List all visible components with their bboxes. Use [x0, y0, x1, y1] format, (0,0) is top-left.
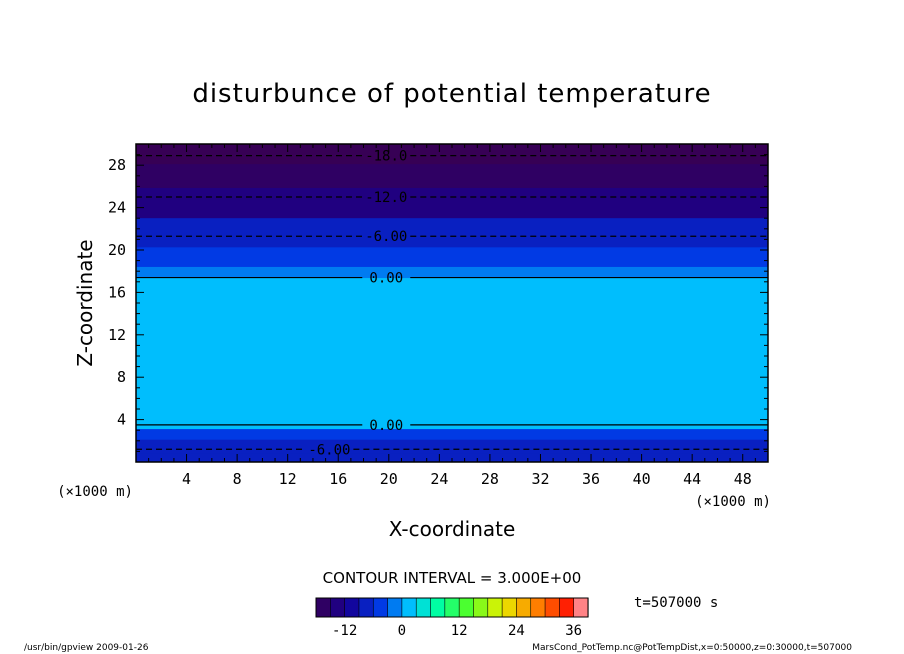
colorbar-segment	[430, 597, 446, 618]
x-axis-label: X-coordinate	[389, 517, 516, 541]
y-tick-label: 28	[108, 156, 126, 174]
y-tick-label: 8	[117, 368, 126, 386]
x-tick-label: 4	[182, 470, 191, 488]
x-tick-label: 8	[233, 470, 242, 488]
colorbar-segment	[387, 597, 403, 618]
contour-label: -6.00	[365, 229, 407, 245]
colorbar-tick-label: -12	[332, 623, 357, 639]
colorbar-frame	[315, 597, 589, 618]
colorbar-segment	[559, 597, 575, 618]
colorbar-segment	[372, 597, 389, 618]
colorbar-segment	[401, 597, 417, 618]
colorbar-segment	[330, 597, 346, 618]
y-axis-units: (×1000 m)	[57, 484, 133, 500]
contour-interval-label: CONTOUR INTERVAL = 3.000E+00	[323, 569, 582, 587]
field-band	[136, 439, 768, 454]
x-tick-label: 20	[380, 470, 398, 488]
field-band	[136, 352, 768, 430]
y-tick-label: 24	[108, 199, 126, 217]
y-tick-label: 20	[108, 241, 126, 259]
field-band	[136, 187, 768, 219]
colorbar-segment	[501, 597, 518, 618]
x-axis-units: (×1000 m)	[695, 494, 771, 510]
colorbar-tick-label: 12	[451, 623, 468, 639]
chart-title: disturbunce of potential temperature	[192, 79, 711, 109]
colorbar-segment	[358, 597, 374, 618]
field-band	[136, 266, 768, 279]
contour-label: 0.00	[369, 271, 403, 287]
colorbar-segment	[415, 597, 432, 618]
colorbar-segment	[315, 597, 331, 618]
colorbar-segment	[473, 597, 489, 618]
x-tick-label: 36	[582, 470, 600, 488]
colorbar-segment	[444, 597, 460, 618]
contour-label: -18.0	[365, 149, 407, 165]
field-band	[136, 452, 768, 462]
colorbar-segment	[573, 597, 589, 618]
x-tick-label: 16	[329, 470, 347, 488]
time-label: t=507000 s	[634, 595, 718, 611]
field-band	[136, 428, 768, 440]
x-tick-label: 28	[481, 470, 499, 488]
contour-lines: -18.0 -12.0 -6.00 0.00 0.00 -6.00	[136, 149, 768, 458]
y-tick-label: 12	[108, 326, 126, 344]
colorbar: -12 0 12 24 36	[315, 597, 589, 639]
colorbar-segment	[458, 597, 475, 618]
contour-label: 0.00	[369, 418, 403, 434]
y-axis-label: Z-coordinate	[73, 239, 97, 366]
program-info: /usr/bin/gpview 2009-01-26	[24, 643, 149, 653]
colorbar-segment	[344, 597, 360, 618]
x-tick-label: 40	[633, 470, 651, 488]
heatmap-fill	[136, 144, 768, 462]
colorbar-tick-label: 0	[398, 623, 406, 639]
field-band	[136, 277, 768, 353]
x-tick-label: 44	[683, 470, 701, 488]
contour-label: -12.0	[365, 190, 407, 206]
field-band	[136, 144, 768, 165]
colorbar-tick-label: 24	[508, 623, 525, 639]
y-tick-label: 16	[108, 283, 126, 301]
contour-label: -6.00	[308, 442, 350, 458]
x-tick-label: 48	[734, 470, 752, 488]
x-tick-label: 32	[531, 470, 549, 488]
x-tick-label: 24	[430, 470, 448, 488]
colorbar-segment	[487, 597, 503, 618]
colorbar-segment	[544, 597, 560, 618]
x-tick-label: 12	[279, 470, 297, 488]
colorbar-tick-label: 36	[565, 623, 582, 639]
field-band	[136, 217, 768, 248]
field-band	[136, 246, 768, 267]
y-tick-label: 4	[117, 411, 126, 429]
field-band	[136, 163, 768, 188]
colorbar-segment	[530, 597, 546, 618]
data-source-info: MarsCond_PotTemp.nc@PotTempDist,x=0:5000…	[532, 643, 852, 653]
colorbar-segment	[516, 597, 532, 618]
